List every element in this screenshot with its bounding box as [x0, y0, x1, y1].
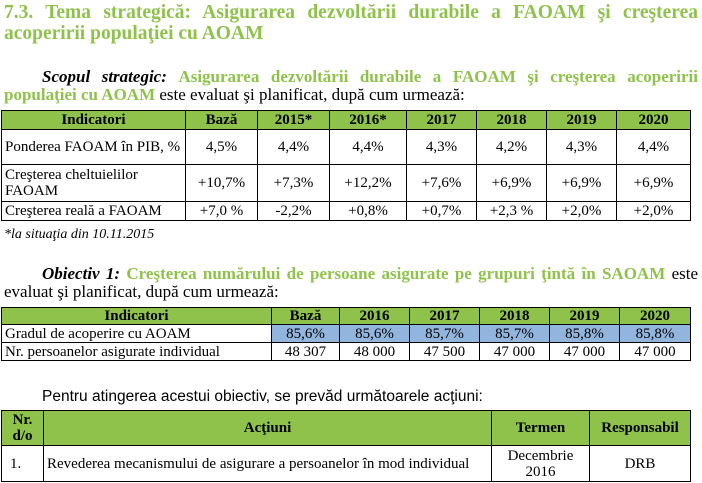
t3-header-term: Termen — [491, 410, 590, 446]
cell: +0,8% — [329, 201, 407, 221]
scope-paragraph: Scopul strategic: Asigurarea dezvoltării… — [4, 68, 698, 104]
cell: +7,6% — [406, 164, 477, 202]
row-label: Gradul de acoperire cu AOAM — [1, 324, 272, 343]
objective-rest-text: este evaluat şi planificat, după cum urm… — [4, 264, 699, 301]
t2-header-2017: 2017 — [409, 307, 480, 325]
t3-header-responsible: Responsabil — [589, 410, 691, 446]
t1-header-2016: 2016* — [329, 110, 407, 130]
table-row: 1. Revederea mecanismului de asigurare a… — [1, 445, 691, 482]
t2-header-2018: 2018 — [479, 307, 550, 325]
t3-header-nr: Nr. d/o — [1, 410, 44, 446]
t1-header-base: Bază — [185, 110, 258, 130]
row-label: Creşterea cheltuielilor FAOAM — [1, 164, 186, 202]
cell: +2,3 % — [476, 201, 547, 221]
cell: 85,7% — [479, 324, 550, 343]
t1-header-2015: 2015* — [257, 110, 330, 130]
cell: +0,7% — [406, 201, 477, 221]
section-heading: 7.3. Tema strategică: Asigurarea dezvolt… — [4, 2, 698, 44]
objective-lead: Obiectiv 1: — [42, 264, 121, 283]
cell: 85,8% — [619, 324, 691, 343]
cell: +2,0% — [546, 201, 617, 221]
objective-green-text: Creşterea numărului de persoane asigurat… — [126, 264, 666, 283]
table-row: Gradul de acoperire cu AOAM 85,6% 85,6% … — [1, 324, 691, 343]
t2-header-2020: 2020 — [619, 307, 691, 325]
section-title: Tema strategică: Asigurarea dezvoltării … — [4, 2, 698, 44]
table-row: Creşterea cheltuielilor FAOAM +10,7% +7,… — [1, 164, 691, 202]
cell: 4,3% — [546, 129, 617, 165]
cell: 47 500 — [409, 342, 480, 361]
cell: 4,4% — [616, 129, 691, 165]
t2-header-base: Bază — [271, 307, 340, 325]
cell: 85,7% — [409, 324, 480, 343]
cell: 4,3% — [406, 129, 477, 165]
t2-header-indicators: Indicatori — [1, 307, 272, 325]
action-term: Decembrie 2016 — [491, 445, 590, 482]
t1-header-indicators: Indicatori — [1, 110, 186, 130]
cell: 4,5% — [185, 129, 258, 165]
t2-header-2019: 2019 — [549, 307, 620, 325]
strategic-indicators-table: Indicatori Bază 2015* 2016* 2017 2018 20… — [1, 110, 691, 221]
t1-header-2018: 2018 — [476, 110, 547, 130]
action-number: 1. — [1, 445, 44, 482]
cell: 4,2% — [476, 129, 547, 165]
cell: +6,9% — [476, 164, 547, 202]
t1-header-2017: 2017 — [406, 110, 477, 130]
row-label: Ponderea FAOAM în PIB, % — [1, 129, 186, 165]
section-number: 7.3. — [4, 2, 34, 23]
cell: 85,6% — [339, 324, 410, 343]
objective-indicators-table: Indicatori Bază 2016 2017 2018 2019 2020… — [1, 307, 691, 361]
t3-header-actions: Acţiuni — [43, 410, 492, 446]
cell: 4,4% — [257, 129, 330, 165]
cell: +7,0 % — [185, 201, 258, 221]
table-footnote: *la situaţia din 10.11.2015 — [4, 227, 155, 242]
actions-intro: Pentru atingerea acestui obiectiv, se pr… — [42, 388, 483, 405]
t2-header-2016: 2016 — [339, 307, 410, 325]
cell: +7,3% — [257, 164, 330, 202]
cell: +6,9% — [616, 164, 691, 202]
scope-lead: Scopul strategic — [42, 67, 162, 86]
cell: 48 307 — [271, 342, 340, 361]
cell: 47 000 — [479, 342, 550, 361]
actions-table: Nr. d/o Acţiuni Termen Responsabil 1. Re… — [1, 410, 691, 482]
cell: 47 000 — [619, 342, 691, 361]
table-row: Creşterea reală a FAOAM +7,0 % -2,2% +0,… — [1, 201, 691, 221]
table-row: Ponderea FAOAM în PIB, % 4,5% 4,4% 4,4% … — [1, 129, 691, 165]
cell: 47 000 — [549, 342, 620, 361]
scope-green-text: Asigurarea dezvoltării durabile a FAOAM … — [4, 67, 698, 104]
action-responsible: DRB — [589, 445, 691, 482]
action-text: Revederea mecanismului de asigurare a pe… — [43, 445, 492, 482]
objective-paragraph: Obiectiv 1: Creşterea numărului de perso… — [4, 265, 698, 301]
cell: -2,2% — [257, 201, 330, 221]
cell: 85,6% — [271, 324, 340, 343]
cell: 48 000 — [339, 342, 410, 361]
cell: 4,4% — [329, 129, 407, 165]
cell: 85,8% — [549, 324, 620, 343]
row-label: Nr. persoanelor asigurate individual — [1, 342, 272, 361]
row-label: Creşterea reală a FAOAM — [1, 201, 186, 221]
cell: +12,2% — [329, 164, 407, 202]
t1-header-2019: 2019 — [546, 110, 617, 130]
t1-header-2020: 2020 — [616, 110, 691, 130]
scope-colon: : — [161, 67, 167, 86]
scope-rest-text: este evaluat şi planificat, după cum urm… — [155, 85, 465, 104]
cell: +10,7% — [185, 164, 258, 202]
table-row: Nr. persoanelor asigurate individual 48 … — [1, 342, 691, 361]
cell: +6,9% — [546, 164, 617, 202]
cell: +2,0% — [616, 201, 691, 221]
